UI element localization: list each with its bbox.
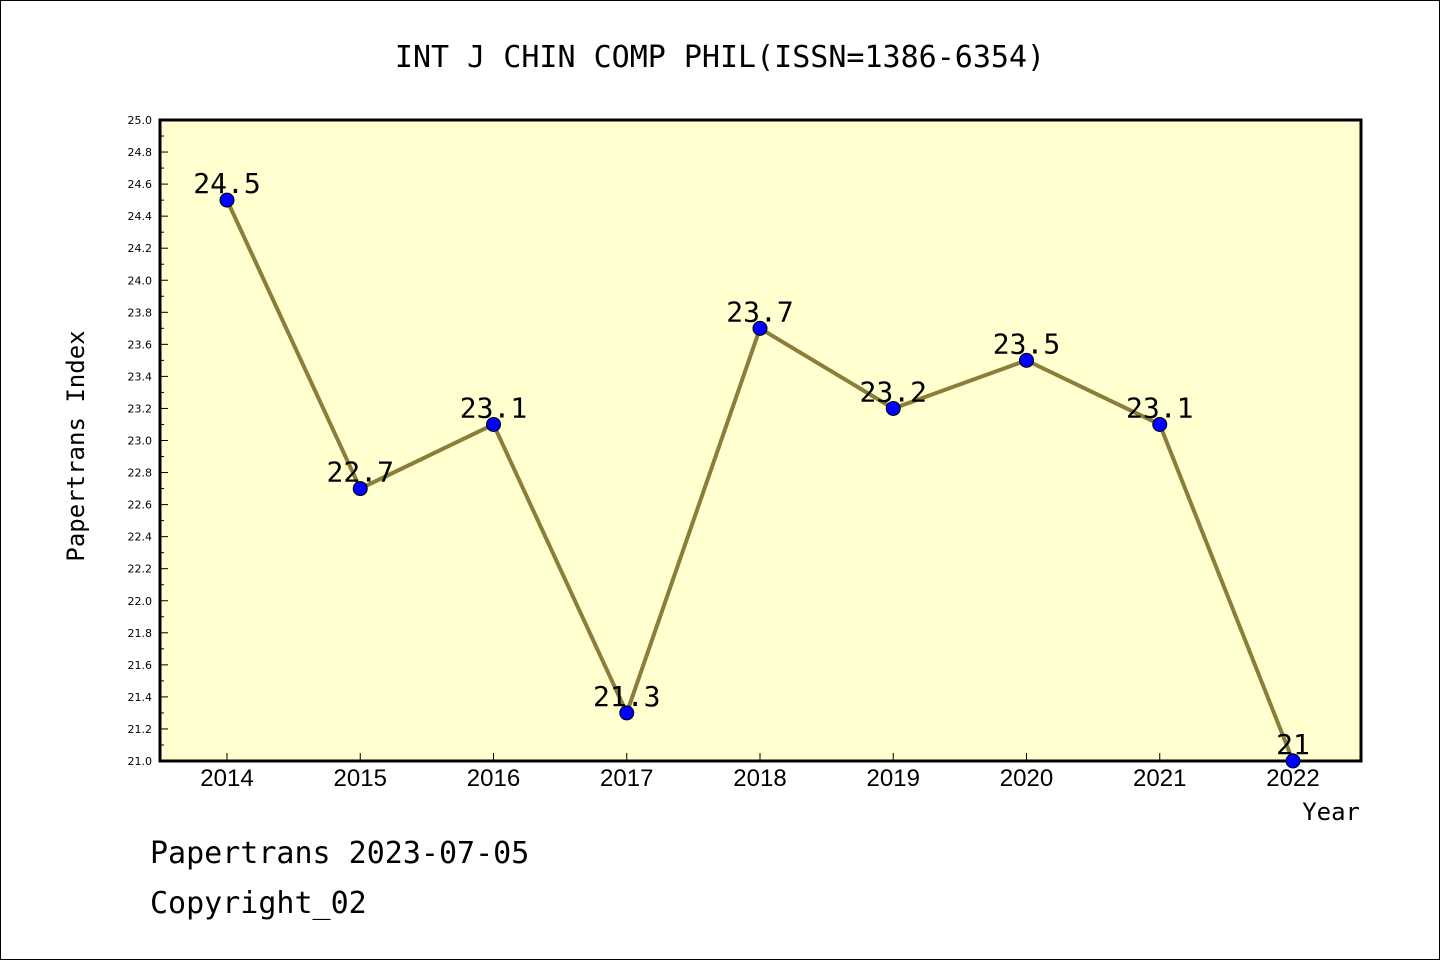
y-tick-label: 21.8 — [128, 627, 153, 640]
y-tick-label: 21.4 — [128, 691, 153, 704]
y-tick-label: 24.8 — [128, 146, 153, 159]
data-label: 23.1 — [1126, 391, 1193, 424]
y-tick-label: 23.2 — [128, 402, 153, 415]
data-labels-group: 24.5 22.7 23.1 21.3 23.7 23.2 23.5 23.1 21 — [193, 167, 1310, 761]
data-label: 23.2 — [860, 375, 927, 408]
x-tick-label: 2015 — [334, 765, 387, 792]
y-tick-label: 23.4 — [128, 370, 153, 383]
data-point — [1152, 416, 1168, 432]
data-point — [219, 192, 235, 208]
y-tick-label: 21.2 — [128, 723, 153, 736]
y-tick-label: 22.2 — [128, 563, 153, 576]
y-tick-label: 23.0 — [128, 435, 153, 448]
y-axis-label: Papertrans Index — [62, 330, 90, 561]
x-tick-label: 2020 — [1000, 765, 1053, 792]
data-label: 22.7 — [327, 456, 394, 489]
chart-title: INT J CHIN COMP PHIL(ISSN=1386-6354) — [395, 40, 1045, 75]
y-tick-label: 23.6 — [128, 338, 153, 351]
y-tick-label: 25.0 — [128, 114, 153, 127]
data-point — [486, 416, 501, 432]
data-label: 23.5 — [993, 327, 1060, 360]
y-tick-label: 22.6 — [128, 499, 153, 512]
data-point — [619, 705, 635, 721]
y-tick-label: 24.2 — [128, 242, 153, 255]
series-line-group — [219, 192, 1301, 769]
y-tick-label: 21.6 — [128, 659, 153, 672]
x-tick-label: 2016 — [467, 765, 520, 792]
x-axis: 2014 2015 2016 2017 2018 2019 2020 2021 2022 — [200, 753, 1320, 792]
y-tick-label: 22.0 — [128, 595, 153, 608]
y-axis: 21.0 21.2 21.4 21.6 21.8 22.0 22.2 22.4 22.6 22.8… — [128, 114, 168, 768]
x-tick-label: 2014 — [200, 765, 253, 792]
y-tick-label: 23.8 — [128, 306, 153, 319]
x-tick-label: 2019 — [867, 765, 920, 792]
data-point — [1285, 753, 1301, 769]
data-point — [352, 481, 368, 497]
x-tick-label: 2022 — [1266, 765, 1319, 792]
y-tick-label: 22.8 — [128, 467, 153, 480]
y-tick-label: 21.0 — [128, 755, 153, 768]
x-tick-label: 2021 — [1133, 765, 1186, 792]
y-tick-label: 24.6 — [128, 178, 153, 191]
data-label: 21.3 — [593, 680, 660, 713]
data-point — [885, 400, 901, 416]
footer-date: Papertrans 2023-07-05 — [150, 836, 529, 871]
footer-copyright: Copyright_02 — [150, 886, 367, 921]
data-label: 23.1 — [460, 391, 527, 424]
data-label: 21 — [1276, 728, 1310, 761]
data-point — [752, 320, 768, 336]
y-tick-label: 24.4 — [128, 210, 153, 223]
data-point — [1019, 352, 1034, 368]
x-tick-label: 2018 — [733, 765, 786, 792]
plot-area — [158, 118, 1363, 763]
data-label: 24.5 — [193, 167, 260, 200]
y-tick-label: 22.4 — [128, 531, 153, 544]
data-label: 23.7 — [726, 295, 793, 328]
x-tick-label: 2017 — [600, 765, 653, 792]
y-tick-label: 24.0 — [128, 274, 153, 287]
x-axis-label: Year — [1302, 798, 1360, 826]
